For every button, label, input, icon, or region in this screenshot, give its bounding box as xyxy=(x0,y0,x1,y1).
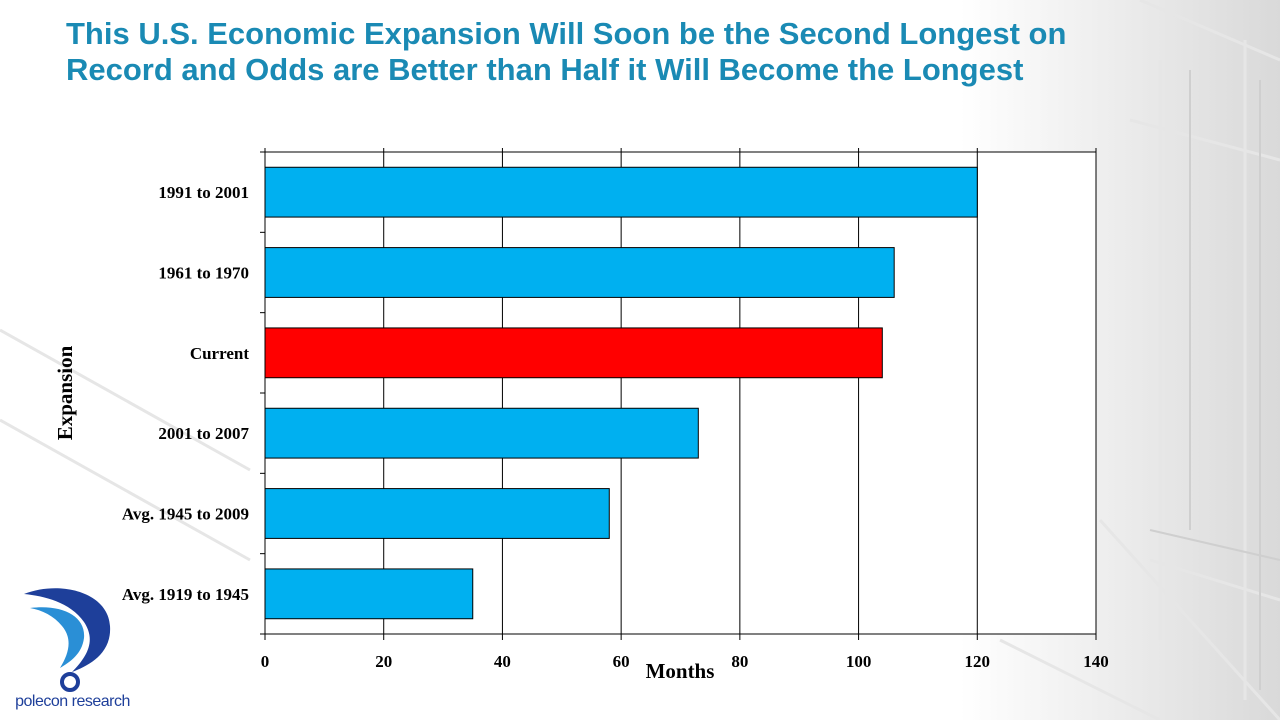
plot-area xyxy=(265,152,1096,634)
x-tick-label: 60 xyxy=(613,652,630,671)
bar xyxy=(264,327,883,379)
polecon-logo-icon xyxy=(24,588,111,692)
category-label: 1991 to 2001 xyxy=(158,183,249,202)
bar xyxy=(264,247,895,298)
y-axis-title: Expansion xyxy=(53,345,77,440)
x-tick-label: 100 xyxy=(846,652,872,671)
bar xyxy=(264,407,699,459)
x-axis-title: Months xyxy=(646,659,715,683)
slide-title: This U.S. Economic Expansion Will Soon b… xyxy=(66,16,1067,87)
x-tick-label: 20 xyxy=(375,652,392,671)
bar xyxy=(264,166,978,218)
category-label: Avg. 1945 to 2009 xyxy=(122,505,249,524)
bar xyxy=(264,568,474,620)
x-tick-label: 40 xyxy=(494,652,511,671)
category-label: 2001 to 2007 xyxy=(158,424,249,443)
category-label: Avg. 1919 to 1945 xyxy=(122,585,249,604)
x-tick-label: 120 xyxy=(965,652,991,671)
category-label: Current xyxy=(190,344,250,363)
x-tick-label: 0 xyxy=(261,652,270,671)
logo-name: polecon research xyxy=(15,693,130,710)
x-tick-label: 140 xyxy=(1083,652,1109,671)
bar xyxy=(264,488,610,539)
x-tick-label: 80 xyxy=(731,652,748,671)
category-label: 1961 to 1970 xyxy=(158,264,249,283)
